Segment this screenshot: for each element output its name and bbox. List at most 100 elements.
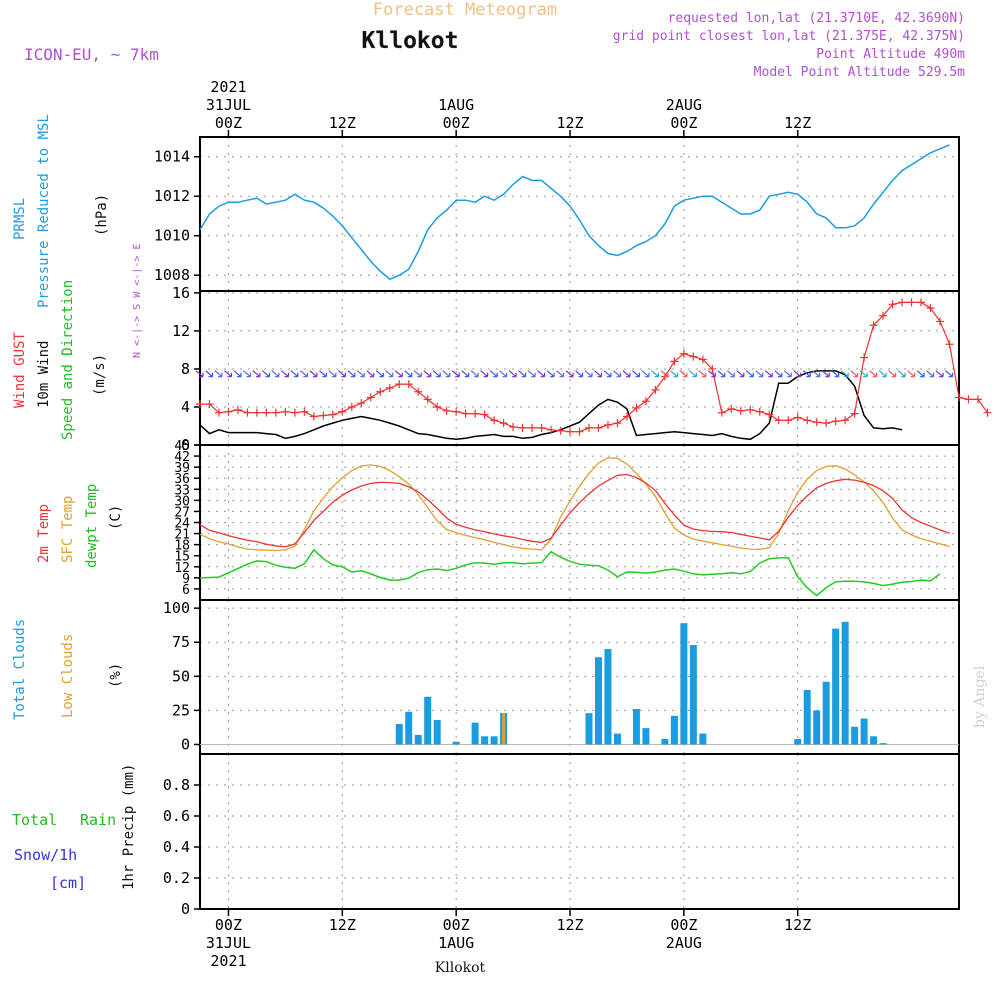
y-tick-label: 6 (182, 583, 190, 598)
panel-frame (199, 136, 960, 292)
wind-direction-arrow (802, 370, 811, 378)
gust-marker (300, 407, 309, 416)
total-cloud-bar (490, 736, 498, 745)
total-cloud-bar (594, 657, 602, 745)
total-cloud-bar (879, 743, 887, 745)
gust-marker (869, 321, 878, 330)
gust-marker (556, 426, 565, 435)
wind-direction-arrow (347, 370, 356, 378)
gust-marker (328, 410, 337, 419)
wind-direction-arrow (565, 370, 574, 378)
gust-marker (480, 410, 489, 419)
time-label: 00Z (670, 114, 697, 132)
wind-direction-arrow (850, 370, 859, 378)
time-label: 00Z (215, 114, 242, 132)
total-cloud-bar (405, 711, 413, 745)
wind-direction-arrow (470, 370, 479, 378)
year-label: 2021 (210, 78, 246, 96)
date-label: 1AUG (438, 934, 474, 952)
total-cloud-bar (699, 733, 707, 745)
wind-direction-arrow (736, 370, 745, 378)
gust-marker (423, 395, 432, 404)
wind-direction-arrow (831, 370, 840, 378)
wind-direction-arrow (224, 370, 233, 378)
y-tick-label: 30 (174, 494, 190, 509)
total-cloud-bar (395, 724, 403, 745)
temperature-labels: 2m Temp SFC Temp dewpt Temp (C) (36, 484, 124, 568)
gust-marker (290, 408, 299, 417)
y-tick-label: 0.2 (163, 869, 190, 887)
pressure-labels: PRMSL Pressure Reduced to MSL (hPa) (12, 114, 110, 308)
gust-marker (898, 298, 907, 307)
total-cloud-bar (452, 741, 460, 745)
total-cloud-bar (803, 689, 811, 745)
gust-marker (774, 416, 783, 425)
wind-direction-arrow (603, 370, 612, 378)
y-tick-label: 25 (172, 701, 190, 719)
wind-direction-arrow (413, 370, 422, 378)
wind-direction-arrow (461, 370, 470, 378)
total-cloud-bar (604, 649, 612, 745)
time-label: 00Z (215, 916, 242, 934)
y-tick-label: 75 (172, 633, 190, 651)
y-tick-label: 39 (174, 461, 190, 476)
wind-direction-arrow (442, 370, 451, 378)
gust-marker (955, 393, 963, 402)
y-tick-label: 0.4 (163, 838, 190, 856)
wind-direction-arrow (869, 370, 878, 378)
wind-direction-arrow (299, 370, 308, 378)
total-cloud-bar (613, 733, 621, 745)
wind-direction-arrow (688, 370, 697, 378)
total-cloud-bar (632, 709, 640, 745)
wind-direction-arrow (404, 370, 413, 378)
gust-marker (936, 317, 945, 326)
y-tick-label: 1014 (154, 148, 190, 166)
wind-direction-arrow (546, 370, 555, 378)
wind-direction-arrow (518, 370, 527, 378)
wind-direction-arrow (717, 370, 726, 378)
pressure-line (199, 144, 950, 281)
low-clouds-label: Low Clouds (60, 634, 76, 718)
pressure-unit: (hPa) (94, 194, 110, 236)
clouds-unit: (%) (108, 663, 124, 688)
wind-direction-arrow (821, 370, 830, 378)
wind-direction-arrow (205, 370, 214, 378)
gust-marker (433, 402, 442, 411)
gust-marker (309, 412, 318, 421)
wind-direction-arrow (679, 370, 688, 378)
total-cloud-bar (689, 644, 697, 745)
wind-direction-arrow (793, 370, 802, 378)
gust-marker (679, 349, 688, 358)
y-tick-label: 0 (181, 900, 190, 918)
gust-marker (461, 409, 470, 418)
gust-marker (518, 423, 527, 432)
gust-marker (850, 409, 859, 418)
gust-marker (395, 380, 404, 389)
gust-marker (537, 423, 546, 432)
gust-marker (708, 364, 717, 373)
wind-direction-arrow (651, 370, 659, 378)
gust-marker (717, 408, 726, 417)
gust-marker (973, 395, 982, 404)
wind-direction-arrow (888, 370, 897, 378)
wind-direction-arrow (726, 370, 735, 378)
wind-direction-arrow (309, 370, 318, 378)
date-label: 31JUL (206, 934, 251, 952)
gust-marker (366, 393, 375, 402)
gust-marker (490, 416, 499, 425)
wind-direction-arrow (594, 370, 603, 378)
gust-marker (575, 427, 584, 436)
time-label: 12Z (556, 916, 583, 934)
y-tick-label: 100 (163, 599, 190, 617)
gust-marker (376, 387, 385, 396)
wind-direction-arrow (214, 370, 223, 378)
wind-unit: (m/s) (92, 354, 108, 396)
sfc-temp-line (199, 457, 950, 552)
wind-direction-arrow (233, 370, 242, 378)
wind-direction-arrow (622, 370, 631, 378)
gust-marker (528, 423, 537, 432)
total-cloud-bar (794, 739, 802, 745)
total-cloud-bar (860, 718, 868, 745)
point-altitude: Point Altitude 490m (816, 47, 965, 62)
